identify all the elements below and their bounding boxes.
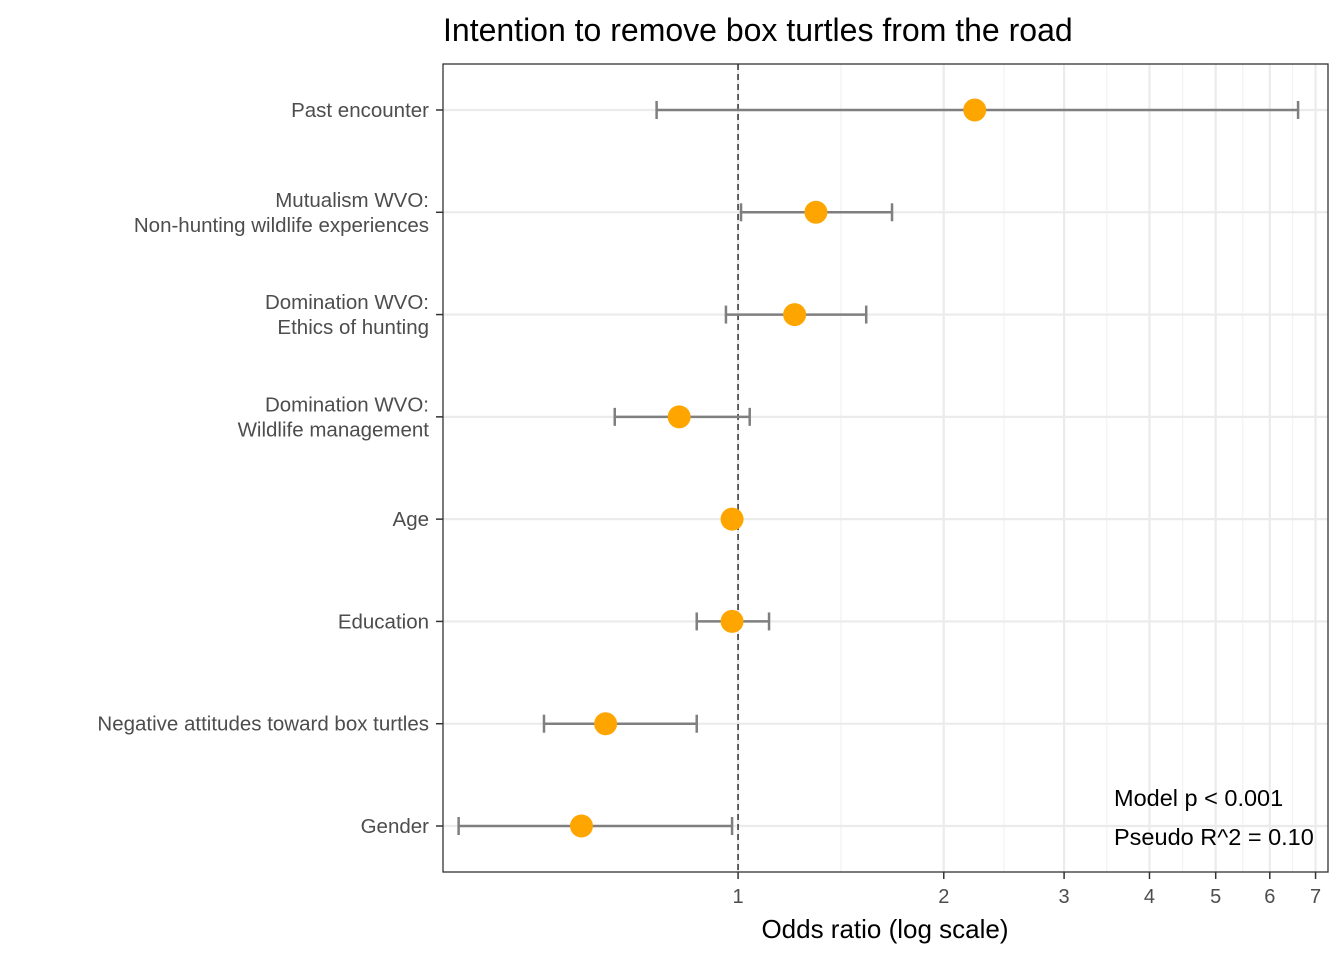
estimate-point [569, 814, 593, 838]
axes: Past encounter Mutualism WVO: Non-hunting … [97, 99, 1321, 908]
estimate-point [594, 712, 618, 736]
estimate-point [720, 507, 744, 531]
x-tick-label: 1 [732, 886, 743, 908]
y-tick-label-line: Non-hunting wildlife experiences [134, 214, 429, 237]
y-tick-label-line: Ethics of hunting [277, 316, 429, 339]
x-tick-label: 3 [1059, 886, 1070, 908]
annotation-layer: Model p < 0.001 Pseudo R^2 = 0.10 [1114, 785, 1314, 850]
data-layer [457, 98, 1300, 838]
y-tick-label: Mutualism WVO: Non-hunting wildlife exper… [134, 189, 429, 237]
x-tick-label: 2 [938, 886, 949, 908]
y-tick-label: Age [393, 508, 429, 531]
estimate-point [720, 609, 744, 633]
x-tick-label: 6 [1264, 886, 1275, 908]
y-tick-label-line: Past encounter [291, 99, 429, 122]
y-tick-label: Gender [361, 815, 430, 838]
estimate-point [667, 405, 691, 429]
x-tick-label: 5 [1210, 886, 1221, 908]
model-annotation: Model p < 0.001 [1114, 785, 1283, 811]
chart-title: Intention to remove box turtles from the… [443, 12, 1073, 48]
y-tick-label-line: Age [393, 508, 429, 531]
x-axis-label: Odds ratio (log scale) [761, 914, 1008, 944]
y-tick-label: Education [338, 610, 429, 633]
estimate-point [804, 200, 828, 224]
y-tick-label: Negative attitudes toward box turtles [97, 713, 429, 736]
y-tick-label-line: Wildlife management [238, 418, 430, 441]
model-annotation: Pseudo R^2 = 0.10 [1114, 824, 1314, 850]
plot-panel-border [442, 63, 1329, 873]
y-tick-label-line: Domination WVO: [265, 393, 429, 416]
y-tick-label-line: Domination WVO: [265, 291, 429, 314]
y-tick-label: Past encounter [291, 99, 429, 122]
y-tick-label-line: Education [338, 610, 429, 633]
x-tick-label: 4 [1144, 886, 1155, 908]
y-tick-label-line: Negative attitudes toward box turtles [97, 713, 429, 736]
y-tick-label: Domination WVO: Ethics of hunting [265, 291, 429, 339]
y-tick-label: Domination WVO: Wildlife management [238, 393, 430, 441]
estimate-point [783, 303, 807, 327]
x-tick-label: 7 [1310, 886, 1321, 908]
estimate-point [963, 98, 987, 122]
y-tick-label-line: Gender [361, 815, 430, 838]
y-tick-label-line: Mutualism WVO: [275, 189, 429, 212]
